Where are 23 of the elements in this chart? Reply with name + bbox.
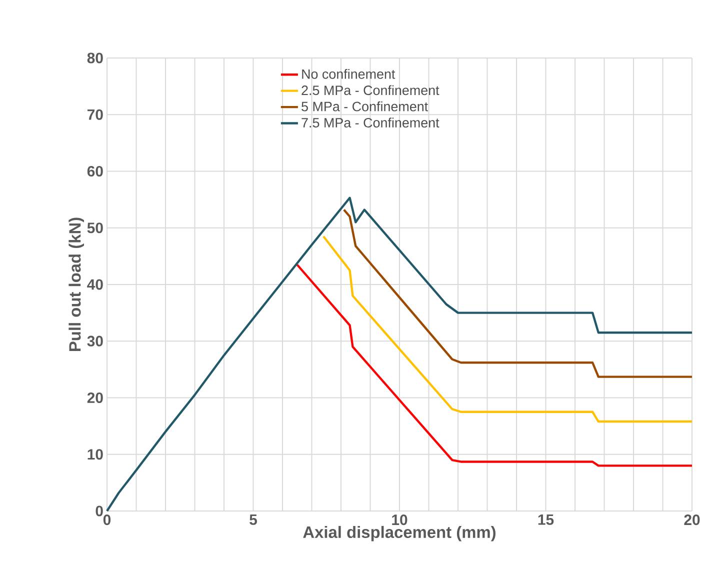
line-series: [296, 264, 694, 467]
y-tick-label: 0: [96, 506, 103, 516]
y-tick-label: 80: [87, 52, 103, 64]
y-tick-label: 50: [87, 222, 103, 234]
legend-label: No confinement: [302, 68, 396, 79]
line-series: [322, 235, 694, 423]
x-tick-label: 5: [250, 514, 257, 525]
line-series: [342, 208, 694, 378]
legend-label: 5 MPa - Confinement: [302, 101, 428, 112]
x-tick-label: 0: [103, 514, 111, 526]
y-tick-label: 20: [87, 392, 103, 404]
y-axis-title: Pull out load (kN): [68, 218, 84, 351]
y-tick-label: 70: [88, 109, 103, 120]
x-axis-title: Axial displacement (mm): [303, 526, 496, 542]
y-tick-label: 30: [87, 336, 103, 346]
x-tick-label: 10: [392, 514, 408, 526]
legend-label: 7.5 MPa - Confinement: [302, 118, 440, 128]
y-tick-label: 10: [88, 449, 103, 460]
legend-label: 2.5 MPa - Confinement: [302, 85, 440, 96]
x-tick-label: 20: [684, 514, 700, 526]
y-tick-label: 60: [87, 166, 103, 177]
x-tick-label: 15: [538, 514, 554, 525]
y-tick-label: 40: [87, 279, 103, 290]
